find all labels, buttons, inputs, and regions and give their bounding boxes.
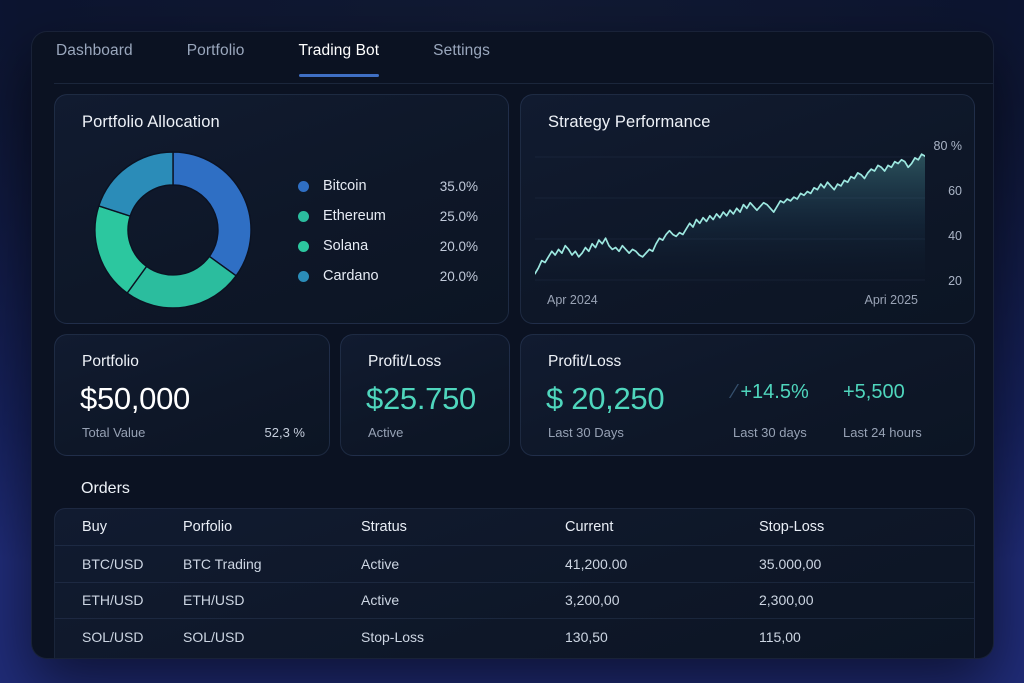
legend-item-bitcoin[interactable]: Bitcoin 35.0%: [298, 171, 478, 201]
tab-label: Settings: [433, 42, 490, 59]
x-axis-start-label: Apr 2024: [547, 293, 598, 307]
column-header-portfolio: Porfolio: [183, 519, 233, 535]
profit-loss-30d-card: Profit/Loss $ 20,250 Last 30 Days ⁄ +14.5…: [520, 334, 975, 456]
legend-value: 20.0%: [439, 268, 478, 284]
metric-change-percent: ⁄ +14.5% Last 30 days: [733, 381, 809, 440]
cell-status: Active: [361, 545, 565, 582]
metric-value: +5,500: [843, 381, 905, 403]
chart-line: [535, 153, 925, 275]
cell-current: 41,200.00: [565, 545, 759, 582]
donut-slice-cardano[interactable]: [97, 151, 174, 217]
metric-number: +14.5%: [740, 381, 809, 403]
cell-stop-loss: 2,300,00: [759, 581, 974, 619]
stat-sublabel: Active: [368, 425, 404, 440]
cell-stop-loss: 115,00: [759, 618, 974, 655]
stat-value: $25.750: [366, 381, 476, 416]
donut-svg: [94, 151, 252, 309]
cell-portfolio: SOL/USD: [183, 618, 361, 655]
legend-value: 35.0%: [439, 178, 478, 194]
legend-item-solana[interactable]: Solana 20.0%: [298, 231, 478, 261]
metric-sublabel: Last 30 days: [733, 425, 807, 440]
portfolio-stat-card: Portfolio $50,000 Total Value 52,3 %: [54, 334, 330, 456]
cell-stop-loss: 35.000,00: [759, 545, 974, 582]
profit-loss-active-card: Profit/Loss $25.750 Active: [340, 334, 510, 456]
orders-table-card: Buy Porfolio Stratus Current Stop-Loss B…: [54, 508, 975, 658]
cell-current: 3,200,00: [565, 581, 759, 619]
line-chart-svg: [535, 153, 925, 283]
metric-change-24h: +5,500 Last 24 hours: [843, 381, 922, 440]
app-window: Dashboard Portfolio Trading Bot Settings…: [31, 31, 994, 659]
tab-label: Portfolio: [186, 42, 245, 59]
stat-label: Profit/Loss: [368, 353, 442, 370]
stat-label: Portfolio: [82, 353, 139, 370]
column-header-status: Stratus: [361, 519, 407, 535]
y-tick: 20: [948, 274, 962, 288]
cell-status: Stop-Loss: [361, 618, 565, 655]
tab-settings[interactable]: Settings: [433, 32, 490, 84]
legend-label: Solana: [323, 238, 369, 254]
tab-trading-bot[interactable]: Trading Bot: [298, 32, 380, 84]
cell-portfolio: BTC Trading: [183, 545, 361, 582]
table-row[interactable]: SOL/USD SOL/USD Stop-Loss 130,50 115,00: [55, 618, 974, 655]
table-row[interactable]: ETH/USD ETH/USD Active 3,200,00 2,300,00: [55, 581, 974, 619]
donut-slice-bitcoin[interactable]: [172, 151, 252, 277]
legend-label: Bitcoin: [323, 178, 367, 194]
column-header-stop-loss: Stop-Loss: [759, 519, 825, 535]
card-title: Portfolio Allocation: [82, 113, 220, 131]
legend-item-ethereum[interactable]: Ethereum 25.0%: [298, 201, 478, 231]
strategy-performance-card: Strategy Performance: [520, 94, 975, 324]
active-tab-indicator: [298, 74, 380, 77]
tab-label: Dashboard: [56, 42, 133, 59]
metric-sublabel: Last 24 hours: [843, 425, 922, 440]
legend-color-dot: [298, 270, 309, 282]
stat-sublabel: Total Value: [82, 425, 146, 440]
portfolio-allocation-card: Portfolio Allocation: [54, 94, 509, 324]
cell-current: 130,50: [565, 618, 759, 655]
card-title: Strategy Performance: [548, 113, 711, 131]
legend-item-cardano[interactable]: Cardano 20.0%: [298, 261, 478, 291]
tab-label: Trading Bot: [298, 42, 380, 59]
y-tick: 60: [948, 184, 962, 198]
column-header-current: Current: [565, 519, 614, 535]
legend-value: 25.0%: [439, 208, 478, 224]
legend-label: Ethereum: [323, 208, 386, 224]
stat-value: $50,000: [80, 381, 190, 416]
stat-sublabel: Last 30 Days: [548, 425, 624, 440]
table-row[interactable]: BTC/USD BTC Trading Active 41,200.00 35.…: [55, 545, 974, 582]
column-header-buy: Buy: [82, 519, 107, 535]
table-header-row: Buy Porfolio Stratus Current Stop-Loss: [55, 509, 974, 546]
orders-title: Orders: [81, 480, 130, 497]
legend-label: Cardano: [323, 268, 379, 284]
slash-icon: ⁄: [733, 381, 737, 403]
cell-buy: BTC/USD: [55, 545, 183, 582]
tab-dashboard[interactable]: Dashboard: [56, 32, 133, 84]
stat-value: $ 20,250: [546, 381, 665, 416]
y-tick: 80 %: [933, 139, 963, 153]
performance-line-chart: [535, 143, 925, 283]
legend-color-dot: [298, 240, 309, 252]
cell-status: Active: [361, 581, 565, 619]
donut-chart: [88, 145, 258, 315]
cell-buy: ETH/USD: [55, 581, 183, 619]
allocation-legend: Bitcoin 35.0% Ethereum 25.0% Solana 20.0…: [298, 171, 478, 291]
tab-portfolio[interactable]: Portfolio: [187, 32, 245, 84]
chart-area-fill: [535, 154, 925, 283]
legend-color-dot: [298, 210, 309, 222]
legend-value: 20.0%: [439, 238, 478, 254]
stat-label: Profit/Loss: [548, 353, 622, 370]
metric-value: ⁄ +14.5%: [733, 381, 809, 403]
orders-table: Buy Porfolio Stratus Current Stop-Loss B…: [55, 509, 974, 655]
tab-bar: Dashboard Portfolio Trading Bot Settings: [32, 32, 993, 84]
stat-percent: 52,3 %: [264, 425, 305, 440]
y-tick: 40: [948, 229, 962, 243]
x-axis-end-label: Apri 2025: [864, 293, 918, 307]
legend-color-dot: [298, 180, 309, 192]
y-axis: 80 % 60 40 20: [910, 139, 963, 288]
cell-buy: SOL/USD: [55, 618, 183, 655]
cell-portfolio: ETH/USD: [183, 581, 361, 619]
